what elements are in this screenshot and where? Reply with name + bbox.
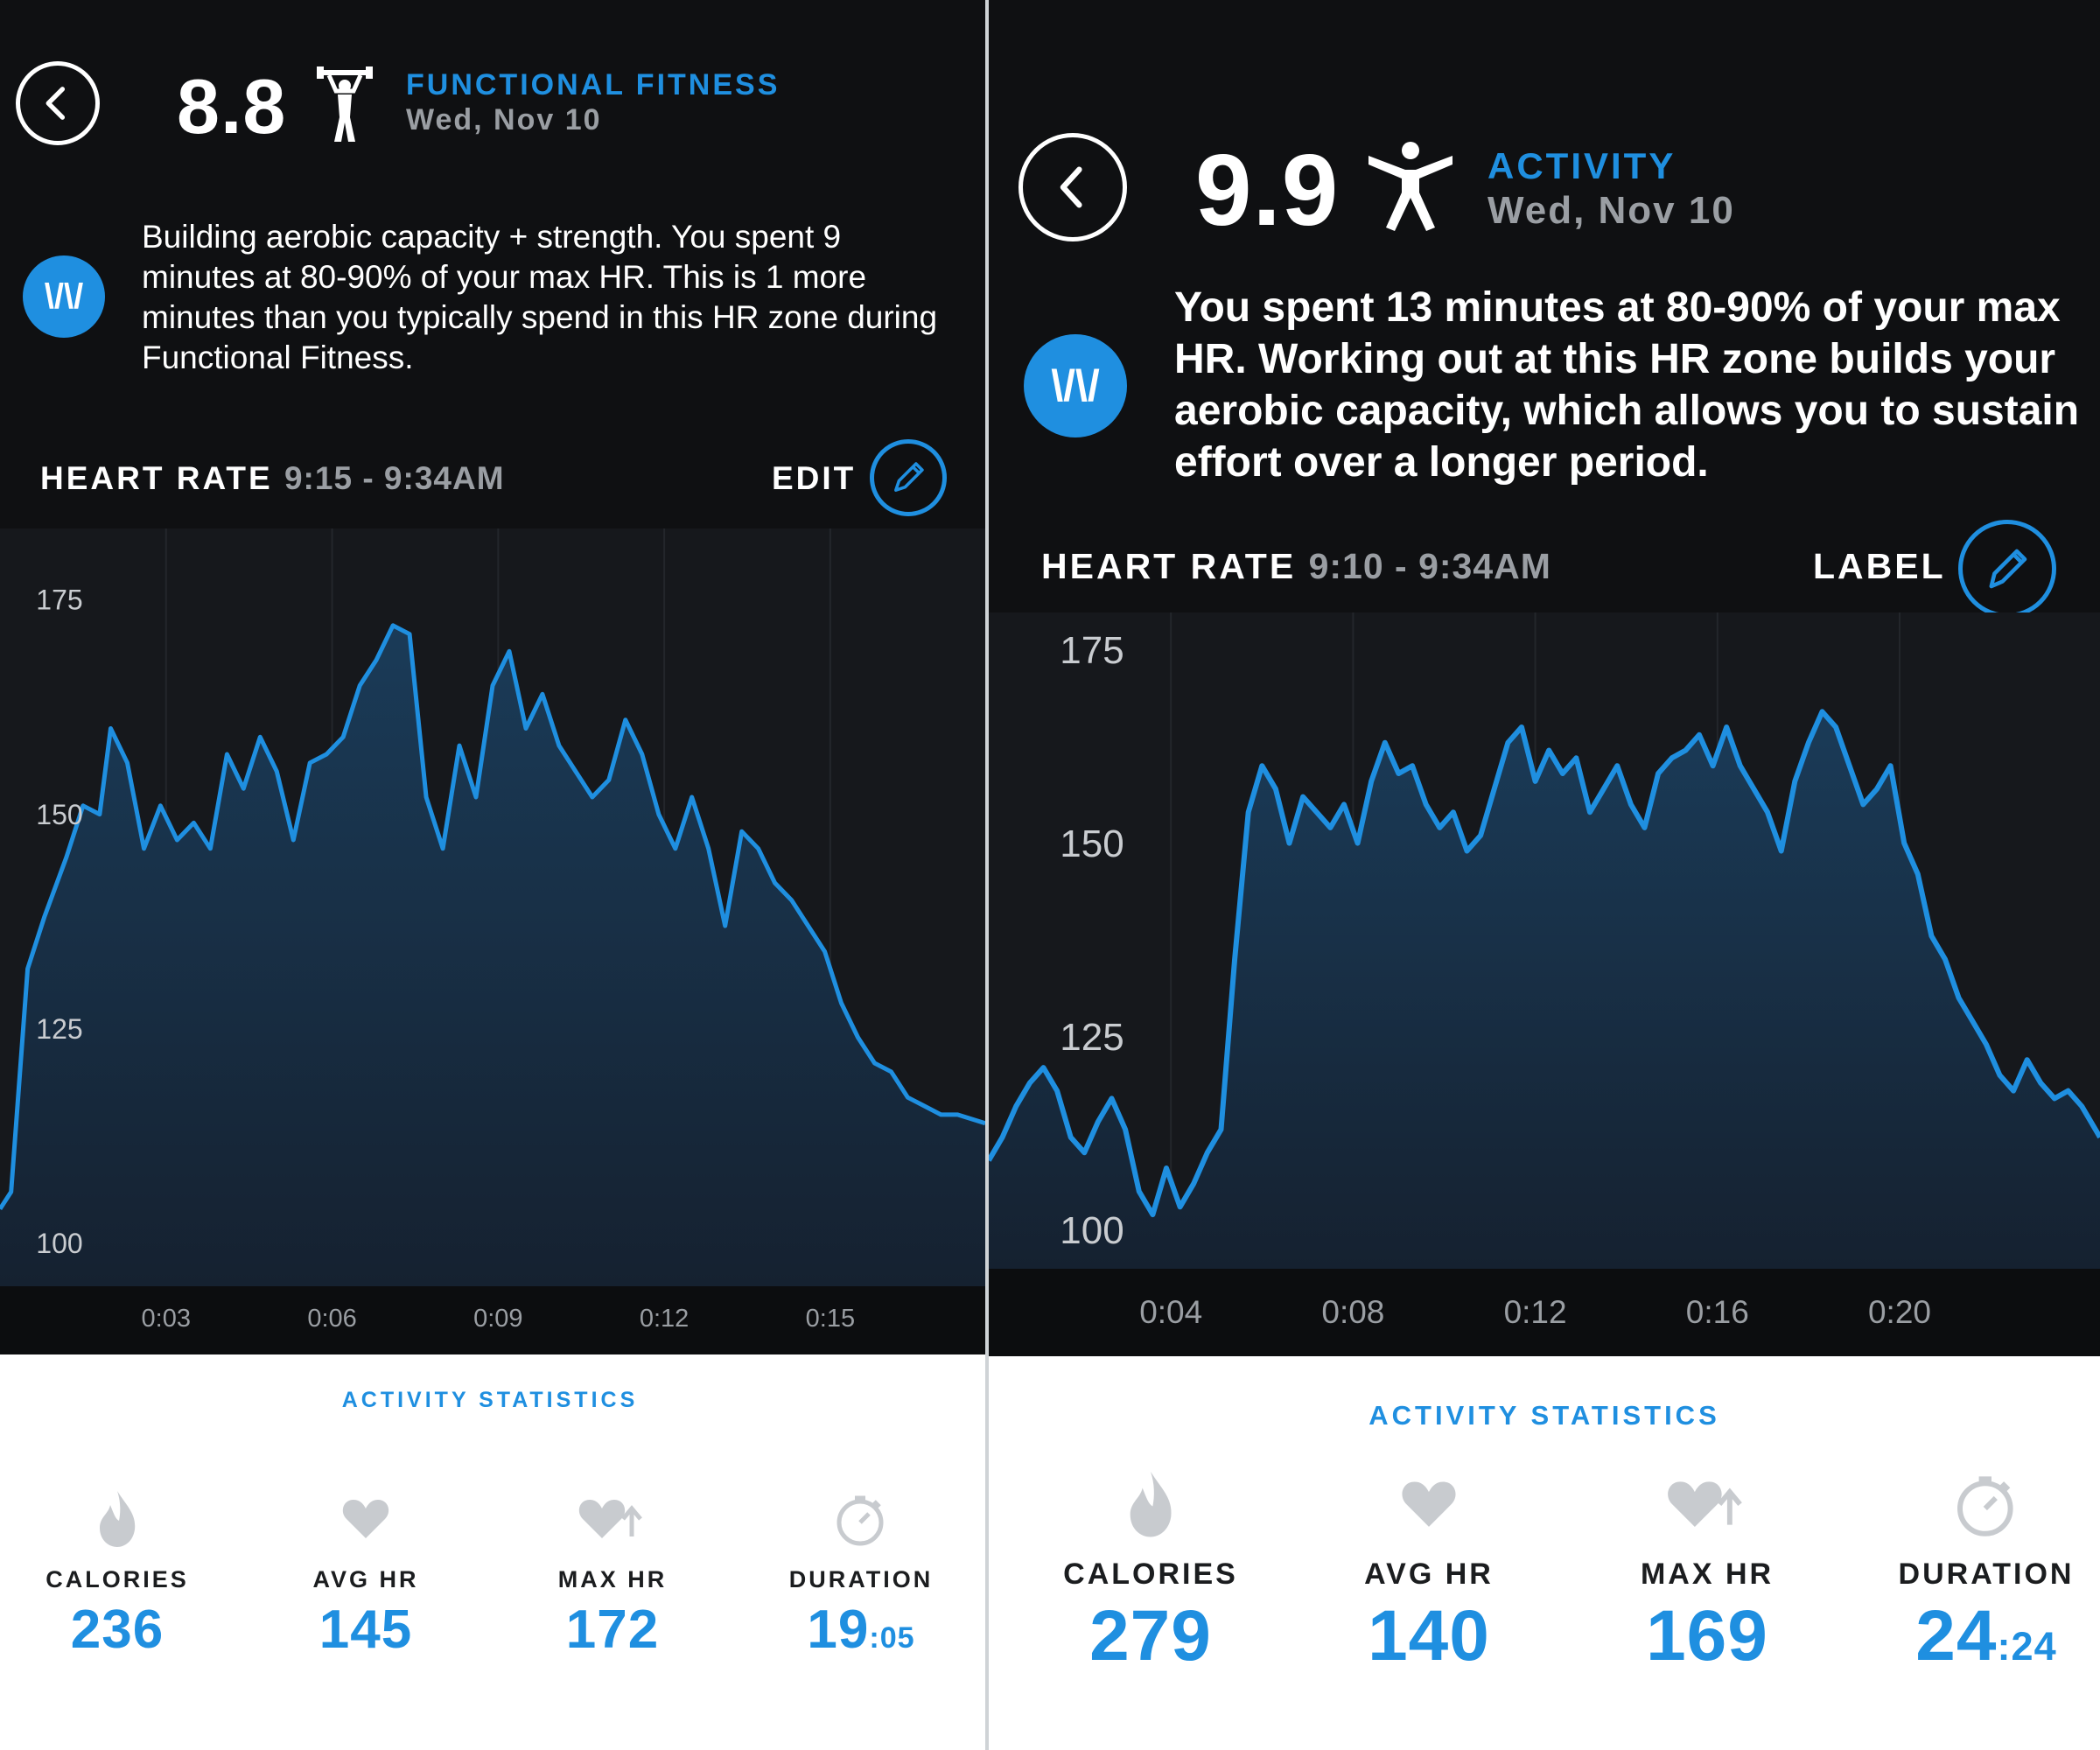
stat-calories: CALORIES 279 (1050, 1466, 1251, 1677)
stat-value: 172 (565, 1600, 660, 1660)
heart-rate-title: HEART RATE (1041, 546, 1297, 586)
duration-minutes: 19 (807, 1600, 870, 1660)
functional-fitness-icon (317, 65, 373, 149)
heart-rate-line (989, 709, 2100, 1218)
stat-label: MAX HR (1640, 1558, 1774, 1591)
heart-rate-area (989, 711, 2100, 1269)
stat-value: 169 (1646, 1596, 1768, 1676)
right-activity-panel: 9.9 ACTIVITY Wed, Nov 10 \/\/ You spent … (989, 0, 2100, 1750)
stat-value: 140 (1368, 1596, 1490, 1676)
x-tick-label: 0:03 (142, 1305, 191, 1333)
heart-rate-chart: 175 150 125 100 0:03 0:06 0:09 0:12 0:15 (0, 528, 985, 1354)
activity-statistics-title: ACTIVITY STATISTICS (341, 1388, 639, 1412)
stat-calories: CALORIES 236 (30, 1488, 205, 1661)
x-tick-label: 0:08 (1321, 1294, 1384, 1330)
chevron-left-icon (1060, 166, 1082, 208)
coach-message: Building aerobic capacity + strength. Yo… (142, 219, 938, 375)
stat-label: AVG HR (1364, 1558, 1494, 1591)
stat-avg-hr: AVG HR 140 (1328, 1466, 1530, 1677)
duration-seconds: :05 (869, 1621, 915, 1655)
activity-score: 8.8 (177, 63, 287, 150)
left-activity-panel: 8.8 FUNCTIONAL FITNESS Wed, Nov 10 \/\/ … (0, 0, 985, 1750)
person-activity-icon (1365, 140, 1456, 233)
x-tick-label: 0:06 (307, 1305, 356, 1333)
stat-avg-hr: AVG HR 145 (278, 1488, 453, 1661)
coach-badge-icon[interactable]: \/\/ (1024, 334, 1127, 438)
heart-rate-area (0, 625, 985, 1286)
y-tick-label: 150 (36, 799, 82, 830)
heart-rate-time-range: 9:15 - 9:34AM (284, 460, 505, 496)
heart-rate-chart: 175 150 125 100 0:04 0:08 0:12 0:16 0:20 (989, 612, 2100, 1356)
x-tick-label: 0:09 (473, 1305, 522, 1333)
stat-value: 19:05 (774, 1599, 948, 1661)
heart-rate-title: HEART RATE (40, 460, 273, 496)
heart-rate-line (0, 623, 985, 1211)
stat-label: CALORIES (1063, 1558, 1238, 1591)
duration-seconds: :24 (1997, 1624, 2057, 1669)
heart-rate-header: HEART RATE 9:10 - 9:34AM (1041, 546, 1551, 587)
y-tick-label: 125 (1060, 1016, 1124, 1059)
stat-label: CALORIES (46, 1566, 189, 1592)
stat-label: AVG HR (312, 1566, 419, 1592)
coach-message: You spent 13 minutes at 80-90% of your m… (1174, 284, 2080, 486)
chevron-left-icon (46, 87, 66, 120)
stat-label: DURATION (788, 1566, 934, 1592)
heart-up-arrow-icon (1606, 1466, 1808, 1540)
y-tick-label: 175 (36, 584, 82, 616)
stopwatch-icon (774, 1488, 948, 1549)
stat-value: 145 (318, 1600, 413, 1660)
back-button[interactable] (1018, 133, 1127, 242)
pencil-icon[interactable] (1958, 520, 2056, 618)
coach-badge-icon[interactable]: \/\/ (23, 256, 105, 338)
x-tick-label: 0:15 (806, 1305, 855, 1333)
duration-minutes: 24 (1915, 1596, 1998, 1676)
activity-date: Wed, Nov 10 (1488, 189, 1735, 232)
back-button[interactable] (16, 61, 100, 145)
chart-x-axis-band (0, 1286, 985, 1354)
activity-statistics-title: ACTIVITY STATISTICS (1368, 1400, 1720, 1431)
stat-value: 236 (70, 1600, 164, 1660)
flame-icon (1050, 1466, 1251, 1540)
x-tick-label: 0:04 (1139, 1294, 1202, 1330)
stat-value: 279 (1089, 1596, 1212, 1676)
chart-x-axis-band (989, 1269, 2100, 1356)
stat-duration: DURATION 24:24 (1881, 1466, 2091, 1677)
activity-type: FUNCTIONAL FITNESS (406, 68, 780, 102)
heart-icon (278, 1488, 453, 1549)
panel-divider (985, 0, 989, 1750)
x-tick-label: 0:20 (1868, 1294, 1931, 1330)
x-tick-label: 0:12 (640, 1305, 689, 1333)
stat-max-hr: MAX HR 169 (1606, 1466, 1808, 1677)
stat-label: DURATION (1898, 1558, 2075, 1591)
heart-rate-time-range: 9:10 - 9:34AM (1308, 546, 1551, 586)
heart-up-arrow-icon (525, 1488, 700, 1549)
label-button[interactable]: LABEL (1813, 546, 1946, 586)
edit-button[interactable]: EDIT (772, 460, 857, 496)
y-tick-label: 150 (1060, 822, 1124, 865)
x-tick-label: 0:16 (1686, 1294, 1749, 1330)
stopwatch-icon (1881, 1466, 2091, 1540)
y-tick-label: 100 (36, 1228, 82, 1259)
x-tick-label: 0:12 (1504, 1294, 1567, 1330)
y-tick-label: 125 (36, 1013, 82, 1045)
flame-icon (30, 1488, 205, 1549)
heart-icon (1328, 1466, 1530, 1540)
pencil-icon[interactable] (870, 439, 947, 516)
activity-type: ACTIVITY (1488, 145, 1676, 186)
stat-max-hr: MAX HR 172 (525, 1488, 700, 1661)
activity-date: Wed, Nov 10 (406, 103, 602, 136)
y-tick-label: 100 (1060, 1209, 1124, 1252)
y-tick-label: 175 (1060, 629, 1124, 672)
stat-label: MAX HR (557, 1566, 668, 1592)
heart-rate-header: HEART RATE 9:15 - 9:34AM (40, 460, 505, 497)
stat-duration: DURATION 19:05 (774, 1488, 948, 1661)
activity-score: 9.9 (1195, 133, 1340, 247)
stat-value: 24:24 (1881, 1595, 2091, 1677)
